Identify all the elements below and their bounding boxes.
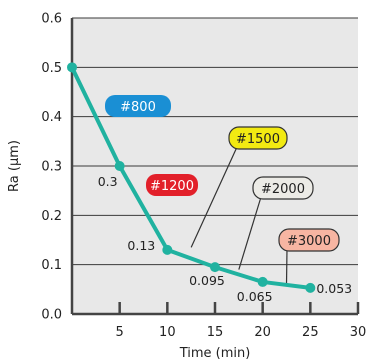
- x-tick-label-5: 30: [350, 325, 366, 340]
- callout-lines: [190, 146, 288, 285]
- badge-label-2: #1500: [236, 132, 280, 147]
- x-tick-label-3: 20: [254, 325, 271, 340]
- badge-label-0: #800: [120, 100, 156, 115]
- y-tick-label-0: 0.0: [41, 308, 62, 323]
- callout-line-3: [238, 196, 262, 270]
- x-tick-label-0: 5: [116, 325, 124, 340]
- series-line: [70, 65, 313, 290]
- data-label-2: 0.13: [127, 238, 155, 253]
- badge-label-3: #2000: [261, 182, 305, 197]
- y-tick-label-4: 0.4: [41, 110, 62, 125]
- data-point-1: [114, 161, 125, 171]
- y-tick-label-2: 0.2: [41, 209, 62, 224]
- data-point-0: [67, 62, 77, 73]
- grit-badges: #800 #1200 #1500 #2000 #3000: [105, 95, 340, 252]
- data-point-2: [162, 244, 173, 255]
- data-labels: 0.3 0.13 0.095 0.065 0.053: [98, 174, 352, 304]
- callout-line-4: [285, 248, 288, 285]
- data-point-4: [257, 276, 268, 287]
- data-label-5: 0.053: [316, 281, 352, 296]
- badge-3: [252, 176, 314, 200]
- data-point-5: [305, 282, 316, 293]
- badge-label-4: #3000: [287, 234, 331, 249]
- badge-0: [105, 95, 171, 117]
- y-tick-label-5: 0.5: [41, 61, 62, 76]
- data-label-1: 0.3: [98, 174, 118, 189]
- axes: 0.0 0.1 0.2 0.3 0.4 0.5 0.6 5 10 15 20 25 30: [41, 12, 366, 341]
- y-tick-label-6: 0.6: [41, 12, 62, 27]
- callout-line-2: [190, 146, 238, 248]
- x-tick-label-1: 10: [159, 325, 176, 340]
- x-tick-label-4: 25: [302, 325, 319, 340]
- y-axis-title: Ra (μm): [7, 140, 22, 192]
- badge-label-1: #1200: [150, 179, 194, 194]
- badge-4: [278, 228, 340, 252]
- data-label-4: 0.065: [237, 289, 273, 304]
- badge-2: [228, 126, 288, 150]
- data-series: [67, 62, 316, 293]
- y-tick-label-1: 0.1: [41, 258, 62, 273]
- x-tick-label-2: 15: [207, 325, 224, 340]
- data-point-3: [210, 262, 220, 273]
- badge-1: [146, 174, 198, 196]
- x-axis-title: Time (min): [179, 346, 251, 360]
- data-label-3: 0.095: [189, 273, 225, 288]
- y-tick-label-3: 0.3: [41, 160, 62, 175]
